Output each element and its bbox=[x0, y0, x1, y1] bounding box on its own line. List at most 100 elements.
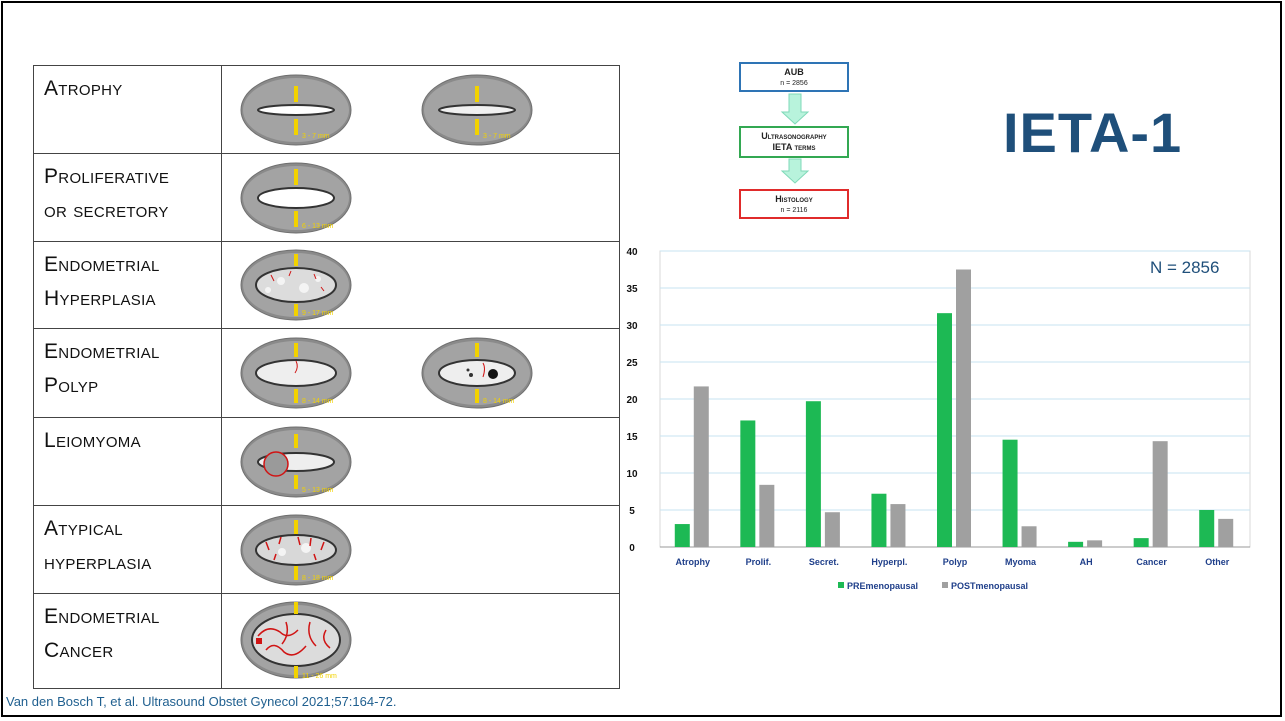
measure-label: 11 - 26 mm bbox=[302, 673, 337, 680]
x-tick-label: Cancer bbox=[1136, 557, 1167, 567]
bar-premenopausal bbox=[674, 524, 690, 547]
flow-box-subtitle: IETA terms bbox=[772, 142, 816, 152]
y-tick-label: 5 bbox=[629, 506, 635, 517]
x-tick-label: AH bbox=[1080, 557, 1093, 567]
row-label-line: Atypical bbox=[44, 517, 123, 540]
down-arrow-icon bbox=[780, 158, 810, 184]
bar-postmenopausal bbox=[824, 512, 840, 547]
table-row-hyperplasia: Endometrial Hyperplasia 9 - 17 mm bbox=[33, 241, 620, 329]
x-tick-label: Polyp bbox=[943, 557, 968, 567]
uterus-diagram: 8 - 14 mm bbox=[421, 337, 533, 409]
flow-box-histology: Histology n = 2116 bbox=[739, 189, 849, 219]
bar-premenopausal bbox=[937, 313, 952, 547]
y-tick-label: 20 bbox=[626, 395, 638, 406]
uterus-diagram: 9 - 17 mm bbox=[240, 249, 352, 321]
flow-box-title: Histology bbox=[775, 194, 813, 204]
y-tick-label: 40 bbox=[626, 247, 638, 258]
flow-box-title: Ultrasonography bbox=[761, 131, 827, 141]
measure-label: 8 - 18 mm bbox=[302, 575, 334, 582]
bar-postmenopausal bbox=[1021, 526, 1037, 547]
bar-premenopausal bbox=[871, 493, 887, 547]
cancer-illustration: 11 - 26 mm bbox=[240, 601, 352, 680]
row-label-line: Proliferative bbox=[44, 165, 170, 188]
row-label: Atypical hyperplasia bbox=[34, 506, 221, 580]
ultrasound-illustration-cell: 8 - 18 mm bbox=[221, 505, 620, 594]
table-row-proliferative: Proliferative or secretory 6 - 13 mm bbox=[33, 153, 620, 242]
measure-label: 3 - 7 mm bbox=[483, 133, 511, 140]
hyperplasia-illustration: 9 - 17 mm bbox=[240, 249, 352, 321]
bar-premenopausal bbox=[1002, 439, 1018, 547]
sample-size-label: N = 2856 bbox=[1150, 258, 1220, 277]
table-row-polyp: Endometrial Polyp 8 - 14 mm bbox=[33, 328, 620, 418]
y-tick-label: 10 bbox=[626, 469, 638, 480]
flow-arrows bbox=[780, 93, 810, 184]
row-label: Atrophy bbox=[34, 66, 221, 106]
legend-swatch bbox=[942, 582, 948, 588]
row-label: Leiomyoma bbox=[34, 418, 221, 458]
uterus-diagram: 6 - 13 mm bbox=[240, 162, 352, 234]
row-label: Proliferative or secretory bbox=[34, 154, 221, 228]
bar-premenopausal bbox=[740, 420, 756, 547]
ultrasound-illustration-cell: 9 - 17 mm bbox=[221, 241, 620, 329]
uterus-diagram: 5 - 13 mm bbox=[240, 426, 352, 498]
flow-box-ultrasonography: Ultrasonography IETA terms bbox=[739, 126, 849, 158]
uterus-diagram: 8 - 18 mm bbox=[240, 514, 352, 586]
citation: Van den Bosch T, et al. Ultrasound Obste… bbox=[6, 694, 397, 709]
flow-box-count: n = 2856 bbox=[780, 80, 808, 87]
page-title: IETA-1 bbox=[1003, 101, 1183, 164]
measure-label: 5 - 13 mm bbox=[302, 487, 334, 494]
row-label-cell: Proliferative or secretory bbox=[33, 153, 222, 242]
row-label-line: Cancer bbox=[44, 639, 114, 662]
ultrasound-illustration-cell: 8 - 14 mm 8 - 14 mm bbox=[221, 328, 620, 418]
y-tick-label: 35 bbox=[626, 284, 638, 295]
x-tick-label: Secret. bbox=[809, 557, 839, 567]
flow-box-count: n = 2116 bbox=[780, 207, 808, 214]
bar-premenopausal bbox=[1068, 541, 1084, 547]
x-tick-label: Myoma bbox=[1005, 557, 1037, 567]
y-tick-label: 30 bbox=[626, 321, 638, 332]
x-tick-label: Atrophy bbox=[676, 557, 711, 567]
bar-postmenopausal bbox=[1087, 540, 1103, 547]
row-label-line: Endometrial bbox=[44, 340, 160, 363]
row-label-cell: Atypical hyperplasia bbox=[33, 505, 222, 594]
row-label-line: Leiomyoma bbox=[44, 429, 141, 452]
table-row-atypical: Atypical hyperplasia 8 - 18 mm bbox=[33, 505, 620, 594]
legend-swatch bbox=[838, 582, 844, 588]
uterus-diagram: 11 - 26 mm bbox=[240, 601, 352, 680]
measure-label: 6 - 13 mm bbox=[302, 223, 334, 230]
bar-postmenopausal bbox=[890, 504, 906, 547]
row-label: Endometrial Hyperplasia bbox=[34, 242, 221, 316]
flow-box-title: AUB bbox=[784, 67, 804, 77]
polyp-illustrations: 8 - 14 mm 8 - 14 mm bbox=[240, 337, 533, 409]
row-label: Endometrial Polyp bbox=[34, 329, 221, 403]
bar-chart: 0 5 10 15 20 25 30 35 40 Atrophy Prolif. Secret. Hyp… bbox=[626, 247, 1251, 591]
row-label-line: or secretory bbox=[44, 199, 169, 222]
legend-label: PREmenopausal bbox=[847, 581, 918, 591]
bar-postmenopausal bbox=[759, 484, 775, 547]
x-tick-label: Hyperpl. bbox=[871, 557, 907, 567]
row-label-line: Endometrial bbox=[44, 605, 160, 628]
atrophy-illustrations: 3 - 7 mm 3 - 7 mm bbox=[240, 74, 533, 146]
row-label-line: Endometrial bbox=[44, 253, 160, 276]
row-label-cell: Leiomyoma bbox=[33, 417, 222, 506]
row-label-cell: Endometrial Polyp bbox=[33, 328, 222, 418]
flow-box-aub: AUB n = 2856 bbox=[739, 62, 849, 92]
ultrasound-illustration-cell: 11 - 26 mm bbox=[221, 593, 620, 689]
bar-premenopausal bbox=[805, 401, 821, 547]
bar-postmenopausal bbox=[693, 386, 709, 547]
table-row-atrophy: Atrophy 3 - 7 mm 3 bbox=[33, 65, 620, 154]
leiomyoma-illustration: 5 - 13 mm bbox=[240, 426, 352, 498]
ultrasound-illustration-cell: 5 - 13 mm bbox=[221, 417, 620, 506]
row-label-line: Hyperplasia bbox=[44, 287, 156, 310]
y-tick-label: 25 bbox=[626, 358, 638, 369]
bar-postmenopausal bbox=[1218, 518, 1234, 547]
chart-container: 0 5 10 15 20 25 30 35 40 Atrophy Prolif. Secret. Hyp… bbox=[620, 235, 1260, 600]
measure-label: 3 - 7 mm bbox=[302, 133, 330, 140]
proliferative-illustration: 6 - 13 mm bbox=[240, 162, 352, 234]
legend-label: POSTmenopausal bbox=[951, 581, 1028, 591]
bar-postmenopausal bbox=[956, 269, 971, 547]
table-row-cancer: Endometrial Cancer 11 - 26 mm bbox=[33, 593, 620, 689]
y-tick-label: 15 bbox=[626, 432, 638, 443]
uterus-diagram: 3 - 7 mm bbox=[421, 74, 533, 146]
